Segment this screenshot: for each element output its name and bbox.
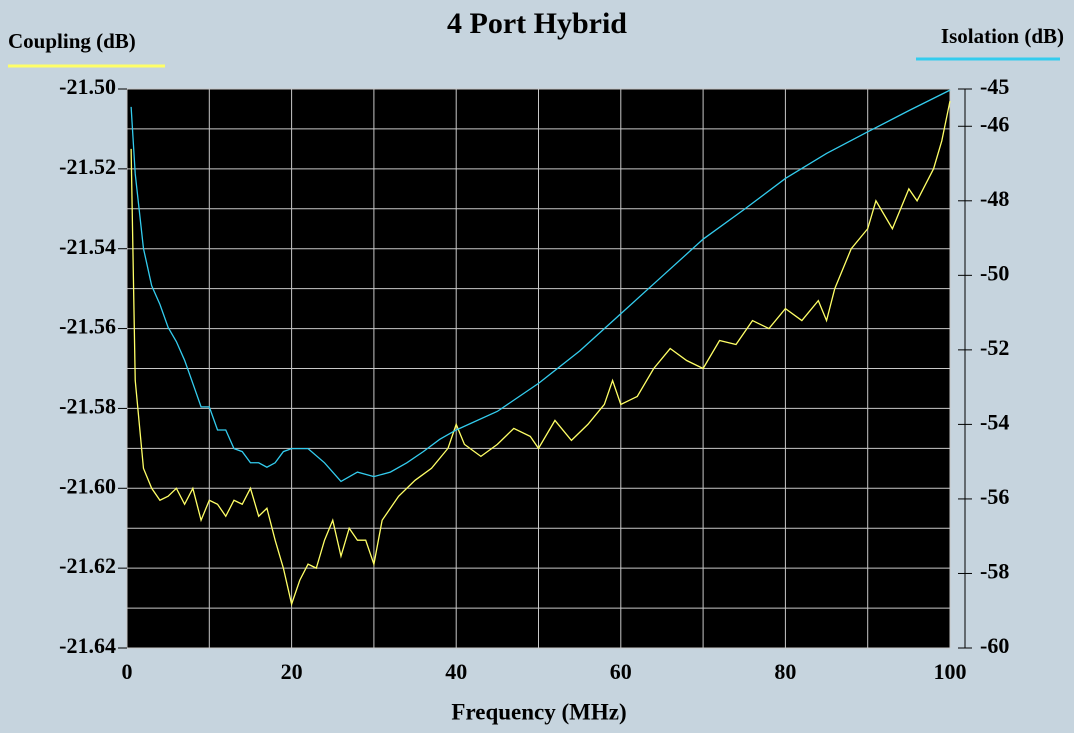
- y-tick-label: -21.64: [59, 633, 116, 658]
- y2-tick-label: -46: [980, 111, 1009, 136]
- y-tick-label: -21.52: [59, 154, 116, 179]
- y-tick-label: -21.62: [59, 553, 116, 578]
- chart-title: 4 Port Hybrid: [447, 7, 627, 40]
- y-tick-label: -21.50: [59, 74, 116, 99]
- y2-tick-label: -60: [980, 633, 1009, 658]
- x-tick-label: 20: [281, 659, 303, 684]
- y2-axis-title: Isolation (dB): [941, 24, 1064, 48]
- y-tick-label: -21.54: [59, 234, 116, 259]
- y-axis-title: Coupling (dB): [8, 29, 136, 53]
- y2-tick-label: -52: [980, 335, 1009, 360]
- x-tick-label: 100: [934, 659, 967, 684]
- x-tick-label: 60: [610, 659, 632, 684]
- series-line: [130, 89, 951, 483]
- x-tick-label: 0: [122, 659, 133, 684]
- y2-tick-label: -54: [980, 409, 1009, 434]
- x-axis-title: Frequency (MHz): [451, 699, 626, 724]
- y-tick-label: -21.60: [59, 473, 116, 498]
- x-tick-label: 80: [774, 659, 796, 684]
- y-tick-label: -21.58: [59, 393, 116, 418]
- y2-tick-label: -45: [980, 74, 1009, 99]
- y2-tick-label: -48: [980, 186, 1009, 211]
- y-tick-label: -21.56: [59, 314, 116, 339]
- y2-tick-label: -58: [980, 559, 1009, 584]
- y2-tick-label: -50: [980, 260, 1009, 285]
- x-tick-label: 40: [445, 659, 467, 684]
- y2-tick-label: -56: [980, 484, 1009, 509]
- series-line: [130, 100, 951, 607]
